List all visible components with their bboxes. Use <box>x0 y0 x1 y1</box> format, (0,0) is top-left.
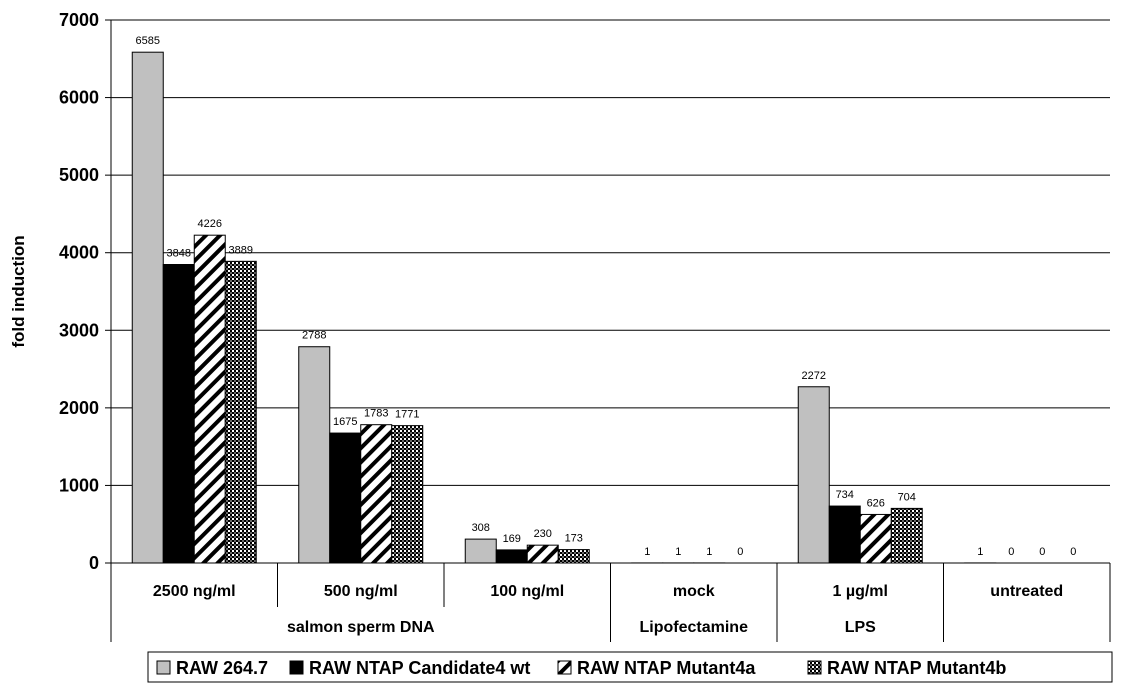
group-label: salmon sperm DNA <box>287 619 435 636</box>
category-label: 500 ng/ml <box>324 583 398 600</box>
bars <box>132 52 996 563</box>
bar <box>465 539 496 563</box>
data-label: 704 <box>898 491 916 503</box>
bar <box>392 426 423 563</box>
bar <box>225 261 256 563</box>
data-label: 1783 <box>364 408 388 420</box>
bar <box>527 545 558 563</box>
data-label: 3889 <box>229 244 253 256</box>
legend-swatch <box>808 661 821 674</box>
data-label: 1771 <box>395 409 419 421</box>
bar <box>361 425 392 563</box>
legend-swatch <box>157 661 170 674</box>
y-tick-label: 1000 <box>59 475 99 495</box>
data-label: 169 <box>503 533 521 545</box>
bar <box>891 508 922 563</box>
group-label: Lipofectamine <box>640 619 749 636</box>
data-label: 0 <box>1070 546 1076 558</box>
data-label: 0 <box>1008 546 1014 558</box>
category-label: mock <box>673 583 715 600</box>
legend-label: RAW NTAP Candidate4 wt <box>309 658 530 678</box>
data-label: 1 <box>977 546 983 558</box>
data-label: 734 <box>836 489 854 501</box>
legend-label: RAW NTAP Mutant4b <box>827 658 1006 678</box>
data-label: 1 <box>644 546 650 558</box>
data-label: 230 <box>534 528 552 540</box>
category-label: untreated <box>990 583 1063 600</box>
bar <box>496 550 527 563</box>
gridlines <box>111 20 1110 485</box>
data-label: 2272 <box>802 370 826 382</box>
data-labels: 6585 3848 4226 3889 2788 1675 1783 1771 308 169 23… <box>136 35 1077 558</box>
data-label: 0 <box>1039 546 1045 558</box>
data-label: 626 <box>867 497 885 509</box>
data-label: 173 <box>565 533 583 545</box>
legend-label: RAW 264.7 <box>176 658 268 678</box>
data-label: 1 <box>706 546 712 558</box>
y-tick-label: 6000 <box>59 88 99 108</box>
bar <box>860 514 891 563</box>
y-tick-label: 5000 <box>59 165 99 185</box>
category-label: 1 µg/ml <box>833 583 888 600</box>
data-label: 0 <box>737 546 743 558</box>
group-label: LPS <box>845 619 876 636</box>
y-axis-label: fold induction <box>9 235 28 347</box>
category-label: 100 ng/ml <box>490 583 564 600</box>
data-label: 4226 <box>198 218 222 230</box>
legend-label: RAW NTAP Mutant4a <box>577 658 756 678</box>
data-label: 3848 <box>167 248 191 260</box>
y-tick-label: 3000 <box>59 320 99 340</box>
bar <box>558 550 589 563</box>
y-tick-label: 4000 <box>59 243 99 263</box>
y-tick-label: 7000 <box>59 10 99 30</box>
bar <box>299 347 330 563</box>
data-label: 6585 <box>136 35 160 47</box>
legend-swatch <box>558 661 571 674</box>
data-label: 308 <box>472 522 490 534</box>
bar <box>194 235 225 563</box>
data-label: 2788 <box>302 330 326 342</box>
bar <box>132 52 163 563</box>
bar <box>163 265 194 563</box>
category-label: 2500 ng/ml <box>153 583 236 600</box>
y-tick-label: 0 <box>89 553 99 573</box>
bar <box>829 506 860 563</box>
legend: RAW 264.7 RAW NTAP Candidate4 wt RAW NTAP … <box>148 652 1112 682</box>
data-label: 1 <box>675 546 681 558</box>
y-tick-label: 2000 <box>59 398 99 418</box>
legend-swatch <box>290 661 303 674</box>
bar <box>798 387 829 563</box>
data-label: 1675 <box>333 416 357 428</box>
bar <box>330 433 361 563</box>
